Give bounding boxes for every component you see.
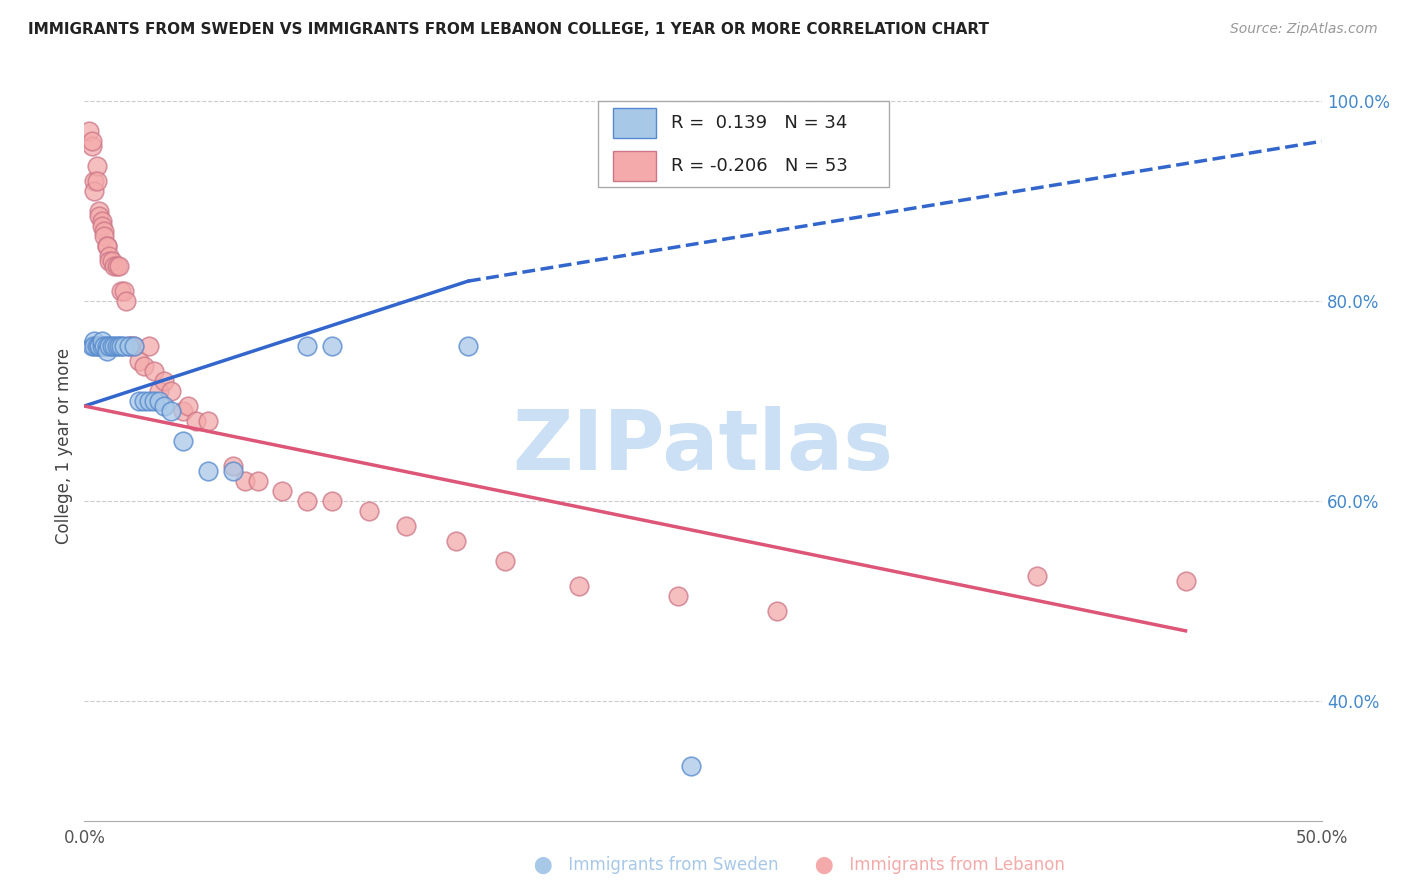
Point [128,394,150,409]
Point [122,339,145,353]
Point [142,364,165,378]
Y-axis label: College, 1 year or more: College, 1 year or more [55,348,73,544]
Point [103,259,125,273]
Point [80,139,103,153]
Point [118,339,141,353]
Point [93,224,115,238]
Point [83,339,105,353]
Point [152,374,174,388]
Point [142,394,165,409]
Point [321,494,343,508]
Point [79,124,101,138]
Point [93,339,115,353]
Point [679,758,702,772]
Point [110,284,132,298]
FancyBboxPatch shape [598,102,889,187]
Text: ZIPatlas: ZIPatlas [513,406,893,486]
Point [112,284,135,298]
Point [96,344,118,359]
Point [152,399,174,413]
Point [90,214,112,228]
Point [172,434,194,448]
Point [160,384,183,398]
Point [568,579,591,593]
Point [357,504,380,518]
Point [766,604,789,618]
Point [83,334,105,348]
Point [86,339,108,353]
Point [105,339,128,353]
Point [160,404,183,418]
Point [90,219,112,234]
Point [494,554,516,568]
Point [90,339,112,353]
Point [197,464,219,478]
Point [457,339,479,353]
Point [83,174,105,188]
Point [132,359,155,373]
Point [90,334,112,348]
Point [128,354,150,368]
Text: Source: ZipAtlas.com: Source: ZipAtlas.com [1230,22,1378,37]
Point [115,294,138,309]
Point [197,414,219,428]
Point [148,384,170,398]
Point [233,474,256,488]
Point [96,239,118,253]
Text: ⬤   Immigrants from Sweden: ⬤ Immigrants from Sweden [534,856,779,874]
Point [222,464,245,478]
Point [246,474,269,488]
Point [118,339,141,353]
Text: R = -0.206   N = 53: R = -0.206 N = 53 [671,157,848,175]
Point [86,159,108,173]
Point [86,174,108,188]
Point [100,254,122,268]
Text: R =  0.139   N = 34: R = 0.139 N = 34 [671,114,848,132]
Point [444,533,467,548]
Point [148,394,170,409]
Text: ⬤   Immigrants from Lebanon: ⬤ Immigrants from Lebanon [815,856,1066,874]
Point [80,134,103,148]
Point [177,399,200,413]
Point [112,339,135,353]
Point [1174,574,1197,588]
Point [138,394,160,409]
Point [98,339,121,353]
Point [98,254,121,268]
FancyBboxPatch shape [613,151,657,181]
Point [666,589,689,603]
Point [108,339,131,353]
Point [108,259,131,273]
Point [98,249,121,263]
Point [132,394,155,409]
Point [89,339,111,353]
Point [89,209,111,223]
Point [80,339,103,353]
Point [271,483,294,498]
Point [122,339,145,353]
Point [295,339,318,353]
Point [96,239,118,253]
Point [321,339,343,353]
Point [295,494,318,508]
Point [100,339,122,353]
Point [110,339,132,353]
Point [1026,569,1049,583]
Point [138,339,160,353]
Point [395,519,418,533]
Point [83,184,105,198]
Point [184,414,207,428]
FancyBboxPatch shape [613,108,657,138]
Point [93,229,115,244]
Point [120,339,142,353]
Point [105,259,128,273]
Point [222,458,245,473]
Text: IMMIGRANTS FROM SWEDEN VS IMMIGRANTS FROM LEBANON COLLEGE, 1 YEAR OR MORE CORREL: IMMIGRANTS FROM SWEDEN VS IMMIGRANTS FRO… [28,22,988,37]
Point [172,404,194,418]
Point [96,339,118,353]
Point [89,339,111,353]
Point [103,339,125,353]
Point [89,204,111,219]
